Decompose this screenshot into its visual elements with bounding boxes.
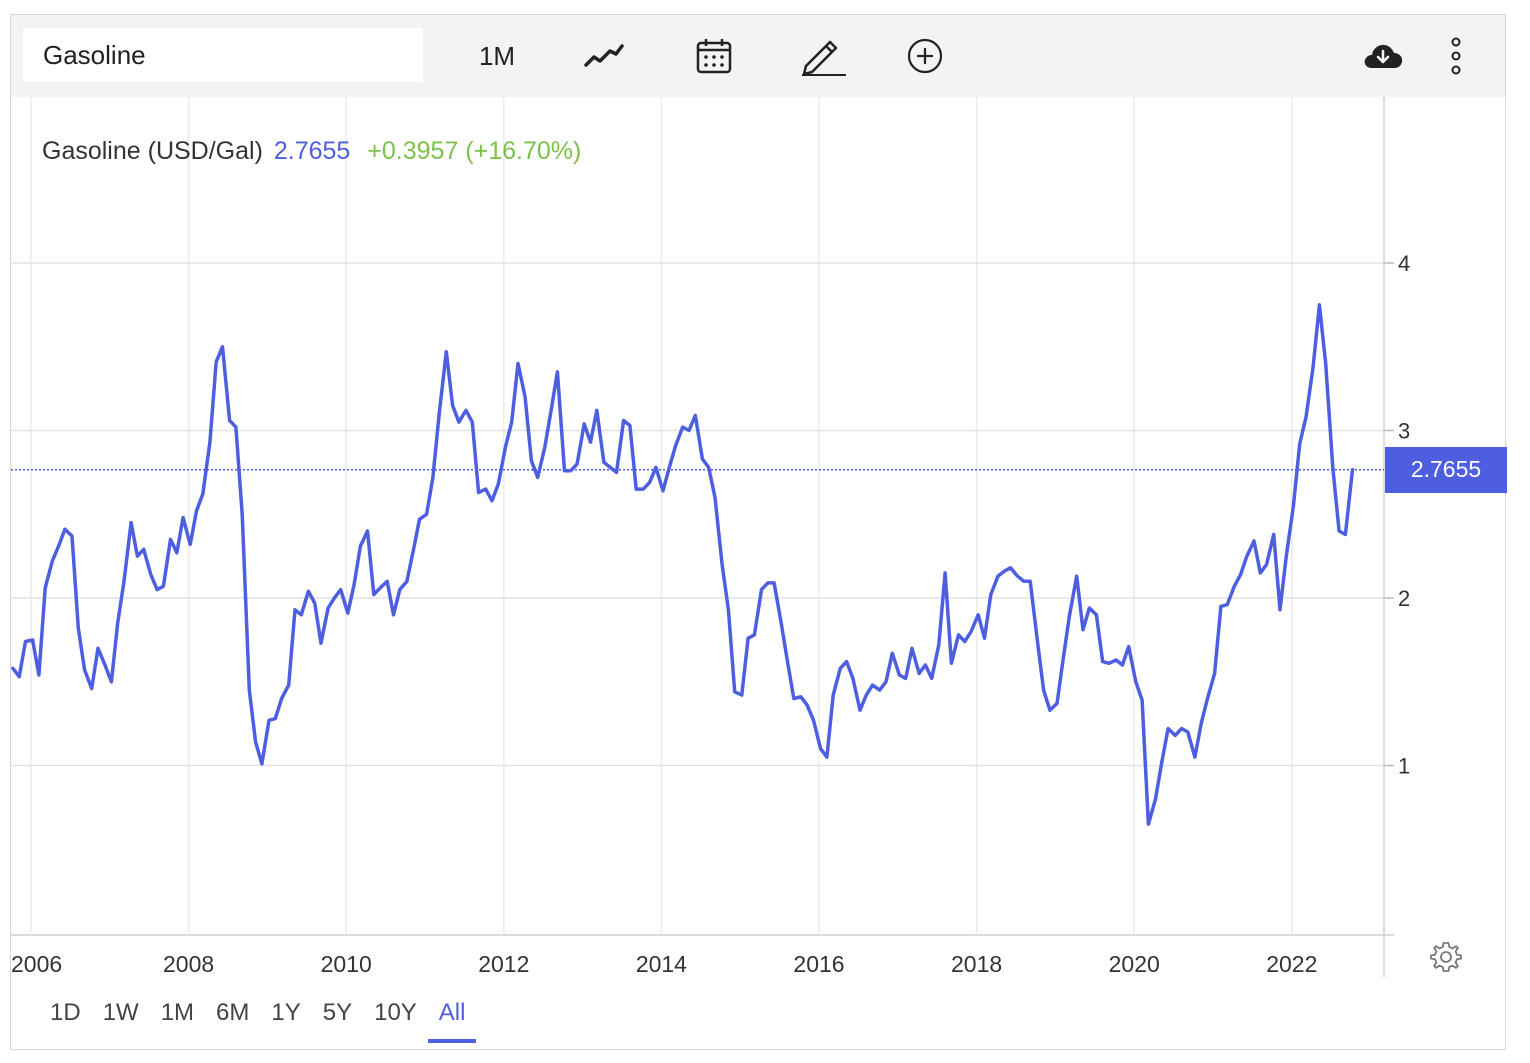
calendar-icon	[696, 39, 732, 74]
toolbar: 1M	[11, 15, 1505, 97]
series-line-0	[11, 303, 1355, 826]
gear-icon[interactable]	[1429, 940, 1463, 974]
range-tab-10y[interactable]: 10Y	[374, 999, 417, 1026]
x-tick-label: 2012	[478, 951, 529, 977]
current-price-badge: 2.7655	[1385, 446, 1507, 493]
calendar-button[interactable]	[691, 33, 737, 79]
range-tab-6m[interactable]: 6M	[216, 999, 250, 1026]
range-tab-all[interactable]: All	[427, 993, 477, 1043]
range-tab-5y[interactable]: 5Y	[322, 999, 353, 1026]
add-indicator-button[interactable]	[905, 33, 945, 79]
chart-axes: 2006 2008 2010 2012 2014 2016 2018 2020 2022 1 2 3 4	[11, 97, 1410, 977]
range-tab-1w[interactable]: 1W	[102, 999, 139, 1026]
y-tick-label: 2	[1398, 586, 1410, 611]
interval-button[interactable]: 1M	[478, 40, 516, 71]
x-tick-label: 2018	[951, 951, 1002, 977]
chart-widget: 1M	[10, 14, 1507, 1051]
y-tick-label: 3	[1398, 419, 1410, 444]
y-tick-label: 4	[1398, 251, 1410, 276]
x-tick-label: 2008	[163, 951, 214, 977]
chart-grid	[11, 97, 1384, 933]
x-tick-label: 2020	[1109, 951, 1160, 977]
price-chart[interactable]: 2006 2008 2010 2012 2014 2016 2018 2020 2022 1 2 3 4	[11, 15, 1507, 1051]
add-circle-icon	[907, 38, 943, 74]
download-button[interactable]	[1361, 33, 1405, 79]
range-tab-1m[interactable]: 1M	[160, 999, 195, 1026]
range-tab-1d[interactable]: 1D	[50, 999, 81, 1026]
more-menu-button[interactable]	[1441, 33, 1471, 79]
legend-value: 2.7655	[273, 137, 351, 165]
x-tick-label: 2016	[793, 951, 844, 977]
range-tab-1y[interactable]: 1Y	[271, 999, 301, 1026]
pencil-icon	[802, 40, 846, 76]
chart-type-button[interactable]	[579, 33, 629, 79]
x-tick-label: 2014	[636, 951, 687, 977]
cloud-download-icon	[1364, 44, 1403, 68]
x-tick-label: 2022	[1266, 951, 1317, 977]
legend-series-name: Gasoline (USD/Gal)	[42, 137, 263, 165]
draw-button[interactable]	[799, 33, 849, 79]
more-vertical-icon	[1451, 37, 1461, 75]
legend-change: +0.3957 (+16.70%)	[367, 137, 582, 165]
line-chart-icon	[584, 44, 624, 67]
search-input[interactable]	[23, 28, 423, 82]
chart-series	[11, 303, 1384, 826]
x-tick-label: 2006	[11, 951, 62, 977]
range-tabs: 1D 1W 1M 6M 1Y 5Y 10Y All	[39, 993, 477, 1043]
x-tick-label: 2010	[321, 951, 372, 977]
y-tick-label: 1	[1398, 754, 1410, 779]
chart-legend: Gasoline (USD/Gal) 2.7655 +0.3957 (+16.7…	[42, 137, 581, 166]
